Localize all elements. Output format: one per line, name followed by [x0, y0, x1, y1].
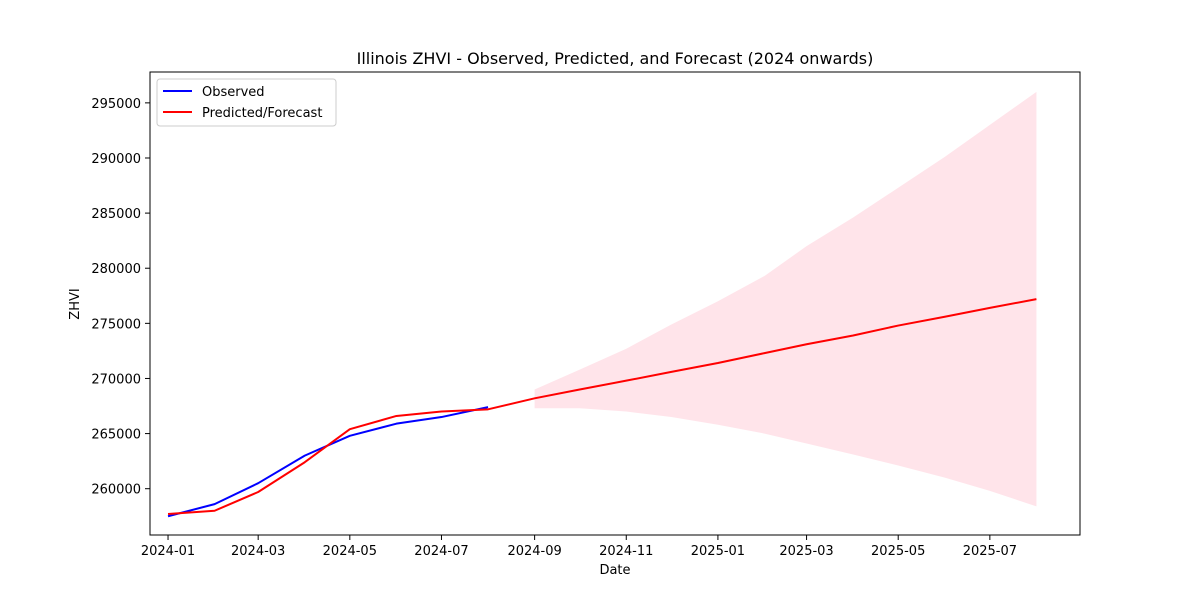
- x-tick-label: 2024-05: [323, 544, 377, 559]
- legend: Observed Predicted/Forecast: [156, 78, 337, 127]
- y-axis: 260000 265000 270000 275000 280000 285000 2900…: [91, 97, 150, 498]
- x-tick-label: 2025-05: [871, 544, 925, 559]
- legend-label-predicted-forecast: Predicted/Forecast: [202, 106, 322, 121]
- x-axis: 2024-01 2024-03 2024-05 2024-07 2024-09 2024-…: [141, 535, 1017, 559]
- y-tick-label: 285000: [91, 207, 141, 222]
- x-tick-label: 2024-03: [231, 544, 285, 559]
- legend-label-observed: Observed: [202, 85, 265, 100]
- x-tick-label: 2025-07: [963, 544, 1017, 559]
- y-tick-label: 270000: [91, 372, 141, 387]
- series-line-observed: [167, 406, 489, 518]
- series-layer: [167, 298, 1037, 518]
- y-axis-label: ZHVI: [68, 288, 83, 319]
- y-tick-label: 260000: [91, 483, 141, 498]
- forecast-confidence-band: [534, 91, 1037, 507]
- x-tick-label: 2024-07: [414, 544, 468, 559]
- x-tick-label: 2025-03: [779, 544, 833, 559]
- y-tick-label: 295000: [91, 97, 141, 112]
- x-axis-label: Date: [599, 563, 630, 578]
- y-tick-label: 280000: [91, 262, 141, 277]
- x-tick-label: 2024-11: [599, 544, 653, 559]
- series-line-predicted-forecast: [167, 298, 1037, 516]
- y-tick-label: 290000: [91, 152, 141, 167]
- x-tick-label: 2024-01: [141, 544, 195, 559]
- legend-box: [156, 78, 337, 127]
- y-tick-label: 275000: [91, 317, 141, 332]
- x-tick-label: 2025-01: [691, 544, 745, 559]
- confidence-band-layer: [534, 91, 1037, 507]
- y-tick-label: 265000: [91, 428, 141, 443]
- x-tick-label: 2024-09: [507, 544, 561, 559]
- chart-title: Illinois ZHVI - Observed, Predicted, and…: [357, 49, 874, 68]
- plot-frame: [149, 71, 1081, 536]
